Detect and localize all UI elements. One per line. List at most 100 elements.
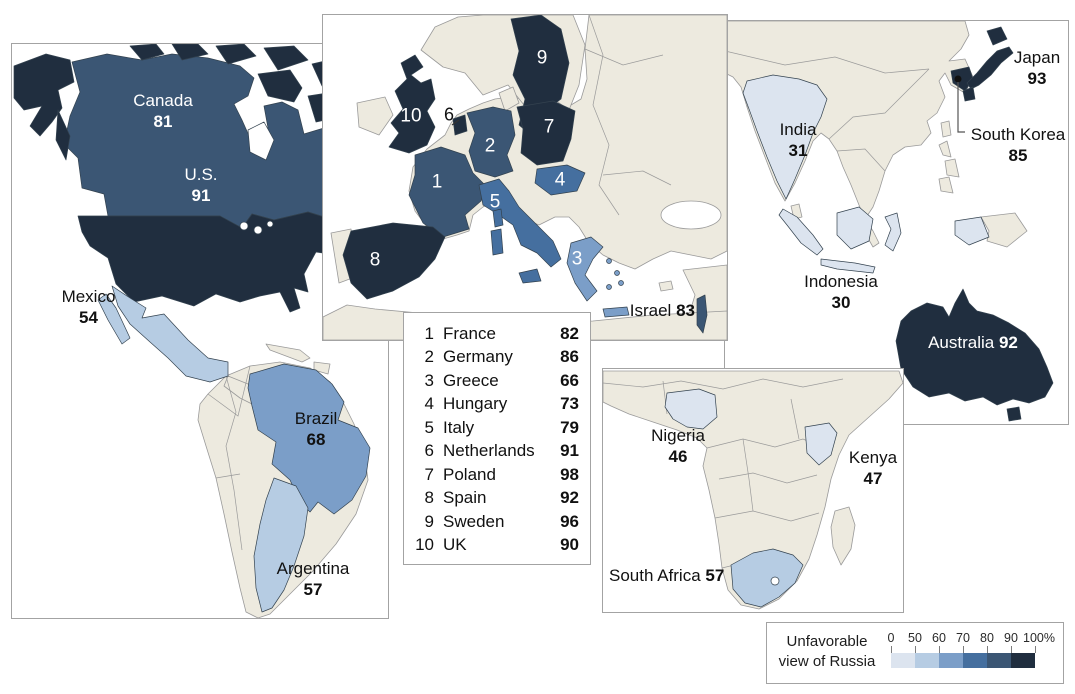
legend: Unfavorable view of Russia 0 50 60 70 80 …	[766, 622, 1064, 684]
hispaniola-shape	[313, 361, 331, 375]
indonesia-shapes	[778, 206, 990, 274]
legend-color-bar	[891, 653, 1035, 668]
italy-number: 5	[489, 191, 501, 213]
france-shape	[408, 146, 486, 238]
black-sea-shape	[660, 200, 722, 230]
legend-tick	[915, 646, 916, 653]
us-label: U.S. 91	[184, 165, 218, 205]
indonesia-label: Indonesia 30	[804, 272, 878, 312]
denmark-shape	[498, 86, 520, 112]
netherlands-callout-line	[451, 119, 460, 126]
europe-country-list: 1 France 82 2 Germany 86 3 Greece 66 4 Hungary 7…	[403, 312, 591, 565]
australia-label: Australia 92	[928, 333, 1018, 352]
nigeria-shape	[664, 388, 718, 430]
lesotho-shape	[770, 576, 780, 586]
sweden-number: 9	[536, 47, 548, 69]
nigeria-label: Nigeria 46	[651, 426, 705, 466]
israel-label: Israel 83	[629, 301, 695, 320]
philippines-shapes	[938, 140, 960, 194]
madagascar-shape	[830, 506, 856, 566]
alaska-panhandle-shape	[55, 109, 71, 161]
south-korea-callout-line	[954, 75, 965, 133]
japan-label: Japan 93	[1013, 48, 1061, 88]
legend-swatch-80-90	[987, 653, 1011, 668]
legend-swatch-50-60	[915, 653, 939, 668]
list-row: 4 Hungary 73	[424, 394, 579, 414]
hungary-shape	[534, 164, 586, 196]
legend-tick-label: 100%	[1023, 631, 1055, 645]
tasmania-shape	[1006, 406, 1022, 422]
australia-shape	[895, 288, 1054, 406]
europe-internal-borders	[584, 15, 672, 216]
brazil-label: Brazil 68	[294, 409, 338, 449]
poland-shape	[516, 100, 576, 166]
cuba-shape	[265, 343, 311, 363]
greece-number: 3	[571, 248, 583, 270]
list-row: 8 Spain 92	[424, 488, 579, 508]
legend-tick	[939, 646, 940, 653]
legend-tick-label: 50	[908, 631, 922, 645]
sicily-shape	[518, 268, 542, 284]
africa-map-panel: Nigeria 46 Kenya 47 South Africa 57	[602, 368, 904, 613]
uk-shape	[388, 54, 436, 154]
africa-map	[603, 370, 903, 610]
legend-tick	[987, 646, 988, 653]
great-lake	[253, 225, 263, 235]
kenya-shape	[804, 422, 838, 466]
legend-tick-label: 80	[980, 631, 994, 645]
asia-pacific-map	[725, 21, 1054, 422]
spain-number: 8	[369, 249, 381, 271]
great-lake	[239, 221, 249, 231]
europe-map-panel: 1 2 3 4 5 6 7 8 9 10 Israel 83	[322, 14, 728, 341]
great-lake	[266, 220, 274, 228]
india-label: India 31	[779, 120, 817, 160]
mexico-shape	[111, 285, 229, 383]
legend-tick	[1011, 646, 1012, 653]
hungary-number: 4	[554, 169, 566, 191]
hudson-bay-shape	[247, 121, 275, 161]
brazil-shape	[247, 363, 371, 515]
legend-tick-label: 60	[932, 631, 946, 645]
france-number: 1	[431, 171, 443, 193]
legend-title: Unfavorable view of Russia	[778, 633, 876, 670]
germany-shape	[466, 106, 516, 178]
legend-swatch-70-80	[963, 653, 987, 668]
legend-tick-label: 90	[1004, 631, 1018, 645]
legend-swatch-0-50	[891, 653, 915, 668]
japan-shapes	[962, 26, 1014, 102]
greece-shapes	[566, 236, 630, 318]
germany-number: 2	[484, 135, 496, 157]
sardinia-shape	[490, 228, 504, 256]
legend-tick	[1035, 646, 1036, 653]
south-africa-shape	[730, 548, 804, 608]
legend-tick-label: 70	[956, 631, 970, 645]
south-africa-label: South Africa 57	[609, 566, 725, 585]
netherlands-shape	[452, 114, 468, 136]
legend-swatch-60-70	[939, 653, 963, 668]
legend-tick-label: 0	[887, 631, 895, 645]
uk-number: 10	[400, 105, 422, 127]
alaska-shape	[13, 53, 75, 137]
argentina-label: Argentina 57	[276, 559, 350, 599]
list-row: 5 Italy 79	[424, 417, 579, 437]
spain-shape	[342, 222, 446, 300]
asia-pacific-map-panel: India 31 Japan 93 South Korea 85 Indonesia 3…	[724, 20, 1069, 425]
canada-label: Canada 81	[133, 91, 193, 131]
poland-number: 7	[543, 116, 555, 138]
list-row: 2 Germany 86	[424, 347, 579, 367]
argentina-shape	[253, 477, 309, 613]
israel-shape	[696, 294, 708, 334]
list-row: 6 Netherlands 91	[424, 441, 579, 461]
legend-tick	[963, 646, 964, 653]
list-row: 10 UK 90	[415, 535, 579, 555]
south-america-internal-borders	[207, 365, 251, 551]
list-row: 7 Poland 98	[424, 464, 579, 484]
europe-map	[323, 15, 727, 340]
netherlands-number: 6	[443, 104, 455, 125]
list-row: 1 France 82	[424, 323, 579, 343]
corsica-shape	[492, 208, 504, 228]
india-shape	[742, 74, 828, 200]
legend-swatch-90-100	[1011, 653, 1035, 668]
list-row: 3 Greece 66	[424, 370, 579, 390]
legend-scale: 0 50 60 70 80 90 100%	[887, 631, 1061, 679]
